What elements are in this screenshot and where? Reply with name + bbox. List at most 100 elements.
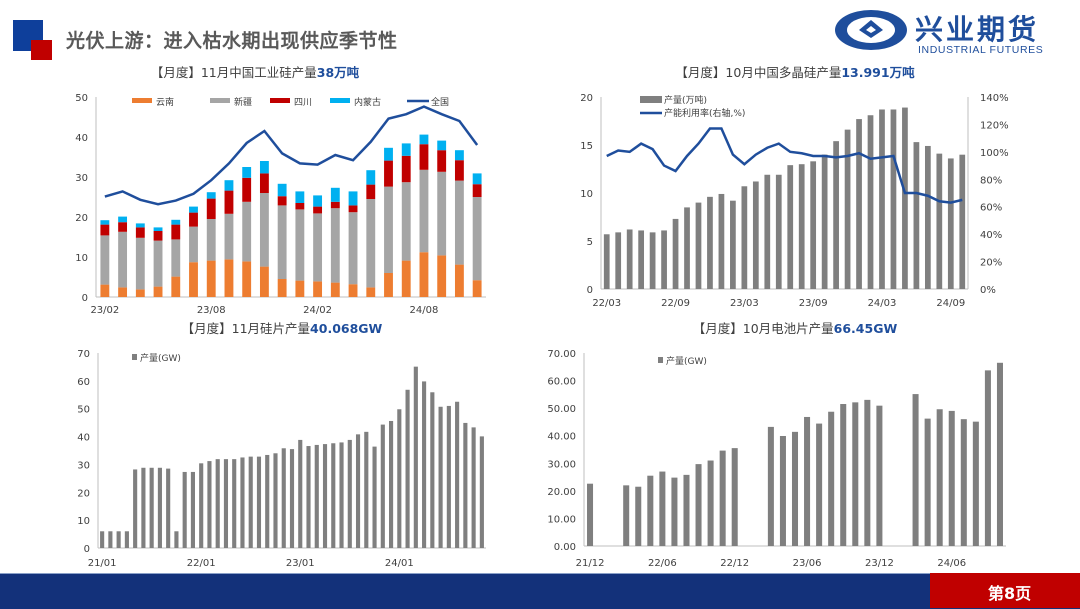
bar bbox=[684, 207, 690, 289]
line-series bbox=[606, 127, 963, 204]
x-tick-label: 24/02 bbox=[303, 305, 332, 316]
legend-swatch bbox=[640, 96, 662, 103]
bar bbox=[322, 444, 328, 548]
title-prefix: 【月度】10月电池片产量 bbox=[692, 321, 834, 336]
bar-四川 bbox=[419, 144, 429, 170]
bar-内蒙古 bbox=[171, 219, 181, 225]
bar bbox=[649, 232, 656, 289]
x-tick-label: 21/01 bbox=[88, 558, 117, 569]
bar bbox=[430, 392, 435, 548]
bar-云南 bbox=[135, 289, 145, 297]
y-tick-label: 20 bbox=[77, 488, 90, 499]
bar bbox=[821, 154, 828, 289]
bar-四川 bbox=[366, 184, 376, 199]
bar-云南 bbox=[313, 281, 323, 297]
bar bbox=[890, 109, 897, 289]
bar bbox=[924, 145, 931, 289]
y-tick-label: 50 bbox=[75, 93, 88, 104]
bar-新疆 bbox=[118, 231, 128, 288]
title-prefix: 【月度】11月硅片产量 bbox=[181, 321, 311, 336]
bar bbox=[996, 362, 1003, 546]
x-tick-label: 22/12 bbox=[720, 558, 749, 569]
bar-云南 bbox=[366, 287, 376, 297]
bar bbox=[289, 449, 295, 548]
legend-swatch bbox=[658, 357, 663, 363]
bar bbox=[273, 453, 278, 548]
bar bbox=[816, 423, 823, 546]
bar-云南 bbox=[206, 260, 216, 297]
bar bbox=[463, 422, 468, 548]
legend-label: 四川 bbox=[294, 98, 312, 108]
bar-内蒙古 bbox=[277, 183, 287, 197]
chart-title-industrial-silicon: 【月度】11月中国工业硅产量38万吨 bbox=[151, 62, 359, 81]
title-prefix: 【月度】11月中国工业硅产量 bbox=[150, 65, 317, 80]
title-prefix: 【月度】10月中国多晶硅产量 bbox=[675, 65, 842, 80]
bar-新疆 bbox=[171, 239, 181, 277]
y-tick-label: 50.00 bbox=[547, 404, 576, 415]
bar bbox=[265, 454, 270, 548]
bar-云南 bbox=[100, 284, 110, 297]
bar-云南 bbox=[118, 287, 128, 297]
bar-四川 bbox=[437, 150, 447, 172]
bar bbox=[133, 469, 138, 548]
bar bbox=[730, 200, 736, 289]
bar bbox=[347, 439, 352, 548]
bar bbox=[833, 141, 839, 289]
bar bbox=[615, 232, 622, 289]
legend-label: 云南 bbox=[156, 96, 174, 108]
bar-新疆 bbox=[135, 237, 145, 290]
y-tick-label: 5 bbox=[587, 237, 593, 248]
bar-新疆 bbox=[348, 212, 358, 285]
bar-四川 bbox=[153, 231, 163, 241]
x-tick-label: 22/06 bbox=[648, 558, 677, 569]
bar-内蒙古 bbox=[118, 216, 128, 223]
y2-tick-label: 120% bbox=[980, 120, 1009, 131]
bar-新疆 bbox=[313, 213, 323, 282]
bar bbox=[306, 446, 311, 548]
bar bbox=[959, 154, 966, 289]
bar bbox=[775, 174, 782, 289]
bar bbox=[397, 409, 402, 548]
bar-内蒙古 bbox=[330, 187, 340, 202]
bar bbox=[707, 460, 714, 546]
chart-title-polysilicon: 【月度】10月中国多晶硅产量13.991万吨 bbox=[675, 62, 914, 81]
bar bbox=[948, 410, 955, 546]
bar bbox=[215, 459, 220, 548]
bar-新疆 bbox=[259, 193, 269, 267]
legend-swatch bbox=[330, 98, 350, 103]
bar bbox=[804, 416, 811, 546]
y-tick-label: 40.00 bbox=[547, 432, 576, 443]
x-tick-label: 23/09 bbox=[799, 298, 828, 309]
x-tick-label: 21/12 bbox=[576, 558, 605, 569]
page-number: 第8页 bbox=[988, 584, 1032, 603]
brand-square-red bbox=[31, 40, 52, 60]
bar-四川 bbox=[454, 160, 464, 181]
x-tick-label: 23/02 bbox=[90, 305, 119, 316]
bar-内蒙古 bbox=[384, 147, 393, 161]
bar bbox=[635, 486, 642, 546]
bar bbox=[671, 477, 678, 546]
y2-tick-label: 100% bbox=[980, 148, 1009, 159]
footer-page-box bbox=[930, 573, 1080, 608]
bar bbox=[719, 450, 726, 546]
bar-云南 bbox=[242, 261, 252, 297]
bar bbox=[767, 426, 774, 546]
y-tick-label: 10 bbox=[77, 516, 90, 527]
legend-label: 产量(GW) bbox=[140, 352, 181, 364]
bar-四川 bbox=[472, 184, 482, 197]
bar-云南 bbox=[454, 264, 464, 297]
bar-云南 bbox=[153, 286, 163, 297]
legend-swatch bbox=[132, 98, 152, 103]
bar bbox=[479, 436, 484, 548]
x-tick-label: 24/06 bbox=[937, 558, 966, 569]
y-tick-label: 0 bbox=[84, 544, 90, 555]
bar bbox=[331, 443, 336, 548]
bar bbox=[157, 467, 162, 548]
title-value: 38万吨 bbox=[316, 65, 360, 80]
bar bbox=[182, 471, 187, 548]
bar-新疆 bbox=[100, 235, 110, 285]
y-tick-label: 60.00 bbox=[547, 377, 576, 388]
x-tick-label: 24/03 bbox=[868, 298, 897, 309]
x-tick-label: 22/03 bbox=[592, 298, 621, 309]
